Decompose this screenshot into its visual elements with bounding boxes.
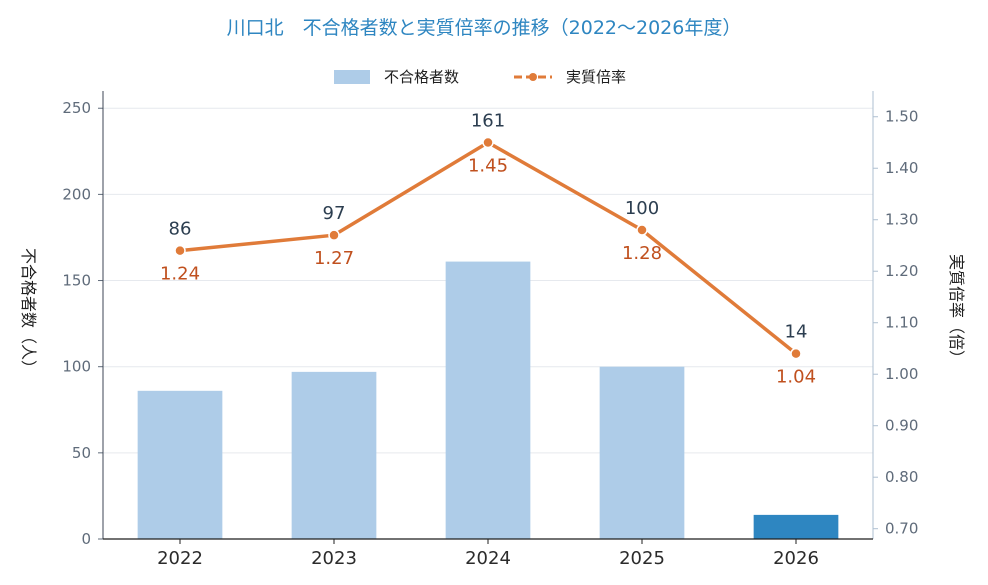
bar bbox=[445, 261, 531, 539]
y-right-tick-label: 0.90 bbox=[885, 417, 918, 435]
y-left-tick-label: 200 bbox=[62, 185, 91, 203]
y-left-tick-label: 0 bbox=[81, 530, 91, 548]
line-value-label: 1.04 bbox=[776, 367, 816, 388]
y-right-tick-label: 1.30 bbox=[885, 211, 918, 229]
y-right-tick-label: 0.70 bbox=[885, 520, 918, 538]
bar-value-label: 161 bbox=[471, 110, 505, 131]
x-tick-label: 2024 bbox=[465, 548, 511, 569]
y-left-tick-label: 100 bbox=[62, 358, 91, 376]
x-tick-label: 2022 bbox=[157, 548, 203, 569]
y-axis-right-label: 実質倍率（倍） bbox=[947, 254, 966, 366]
bar bbox=[599, 366, 685, 539]
line-point bbox=[328, 229, 340, 241]
chart-title: 川口北 不合格者数と実質倍率の推移（2022〜2026年度） bbox=[227, 17, 742, 39]
y-left-tick-label: 250 bbox=[62, 99, 91, 117]
y-right-tick-label: 1.20 bbox=[885, 262, 918, 280]
line-point bbox=[636, 224, 648, 236]
bar-value-label: 100 bbox=[625, 198, 659, 219]
legend: 不合格者数 実質倍率 bbox=[334, 68, 626, 86]
y-right-tick-label: 1.00 bbox=[885, 365, 918, 383]
line-value-label: 1.28 bbox=[622, 243, 662, 264]
bar-value-label: 97 bbox=[323, 203, 346, 224]
bar bbox=[291, 371, 377, 539]
bar-value-label: 14 bbox=[785, 322, 808, 343]
y-left-tick-label: 150 bbox=[62, 272, 91, 290]
y-right-tick-label: 1.40 bbox=[885, 159, 918, 177]
legend-line-marker bbox=[529, 73, 537, 81]
legend-bar-label: 不合格者数 bbox=[384, 68, 459, 86]
line-value-label: 1.24 bbox=[160, 264, 200, 285]
bar bbox=[753, 514, 839, 539]
legend-bar-swatch bbox=[334, 70, 370, 84]
line-point bbox=[790, 347, 802, 360]
line-value-label: 1.27 bbox=[314, 248, 354, 269]
x-tick-label: 2026 bbox=[773, 548, 819, 569]
legend-line-label: 実質倍率 bbox=[566, 68, 626, 86]
line-point bbox=[174, 244, 186, 257]
bar-value-label: 86 bbox=[169, 219, 192, 240]
y-right-tick-label: 1.50 bbox=[885, 108, 918, 126]
x-tick-label: 2025 bbox=[619, 548, 665, 569]
y-axis-left-label: 不合格者数（人） bbox=[19, 248, 38, 376]
line-point bbox=[482, 136, 494, 149]
bar bbox=[137, 390, 223, 539]
y-left-tick-label: 50 bbox=[72, 444, 91, 462]
x-tick-label: 2023 bbox=[311, 548, 357, 569]
y-right-tick-label: 1.10 bbox=[885, 314, 918, 332]
y-right-tick-label: 0.80 bbox=[885, 468, 918, 486]
line-value-label: 1.45 bbox=[468, 155, 508, 176]
